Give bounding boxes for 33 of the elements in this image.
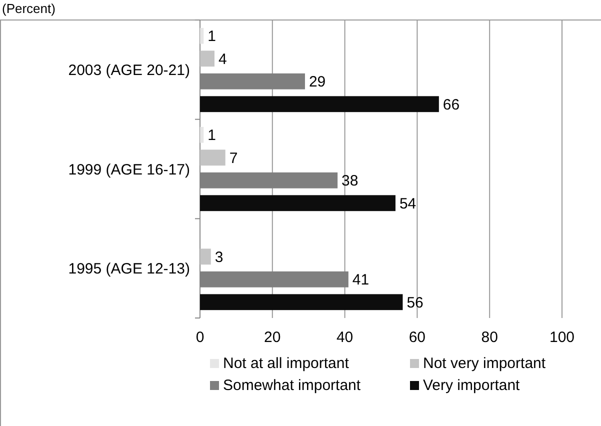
legend-label: Very important: [423, 377, 521, 394]
data-label: 66: [442, 96, 460, 114]
legend-label: Not at all important: [223, 355, 350, 372]
x-tick-label: 20: [264, 329, 281, 346]
bar: [200, 294, 403, 310]
data-label: 38: [342, 172, 358, 190]
y-tick-label: 2003 (AGE 20-21): [68, 62, 190, 80]
data-label: 1: [208, 28, 216, 46]
bar: [200, 96, 439, 112]
data-label: 4: [218, 50, 227, 68]
legend-label: Somewhat important: [223, 377, 362, 394]
x-tick-label: 0: [196, 329, 204, 346]
y-tick-label: 1995 (AGE 12-13): [68, 260, 190, 278]
x-tick-label: 80: [481, 329, 498, 346]
y-tick-label: 1999 (AGE 16-17): [68, 161, 190, 178]
legend-label: Not very important: [423, 355, 546, 372]
data-label: 1: [208, 127, 216, 144]
data-label: 29: [308, 74, 326, 91]
data-label: 7: [229, 150, 238, 167]
bar: [200, 248, 211, 265]
bar: [200, 50, 214, 67]
text: (Percent): [2, 1, 56, 16]
data-label: 54: [399, 195, 416, 212]
data-label: 3: [214, 248, 224, 266]
bar: [200, 150, 226, 166]
data-label: 56: [406, 294, 424, 312]
x-tick-label: 40: [336, 329, 354, 346]
data-label: 41: [352, 272, 370, 289]
bar: [200, 126, 204, 143]
x-tick-label: 60: [408, 329, 426, 346]
x-tick-label: 100: [549, 329, 575, 346]
bar: [200, 28, 204, 44]
bar: [200, 195, 396, 212]
